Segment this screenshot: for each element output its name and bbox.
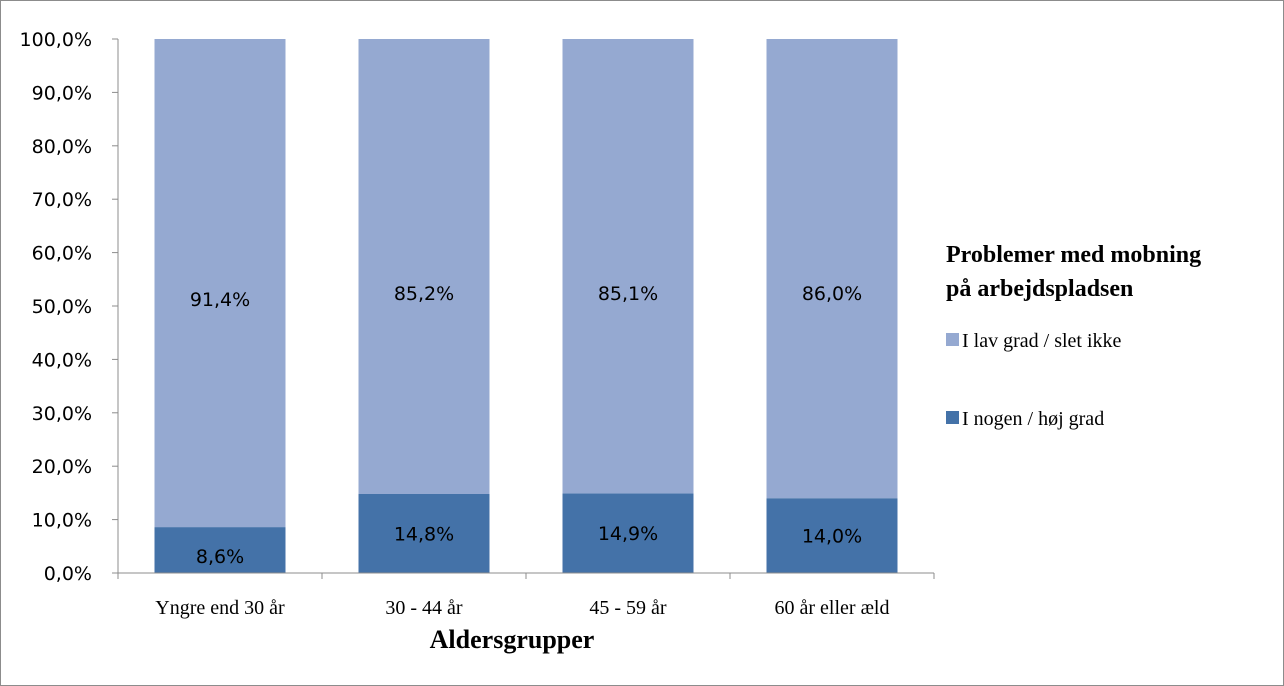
y-tick-label-1: 10,0%	[32, 510, 92, 532]
bar-segment-high-1	[358, 494, 490, 573]
data-label-high-0: 8,6%	[196, 546, 244, 568]
y-tick-label-6: 60,0%	[32, 243, 92, 265]
bars-group	[154, 39, 898, 573]
data-label-low-0: 91,4%	[190, 289, 250, 311]
data-labels-group: 8,6% 91,4% 14,8% 85,2% 14,9% 85,1% 14,0% 86,0%	[190, 283, 862, 568]
bar-segment-high-0	[154, 527, 286, 573]
bar-segment-high-3	[766, 498, 898, 573]
x-tick-label-0: Yngre end 30 år	[155, 597, 285, 619]
data-label-low-3: 86,0%	[802, 283, 862, 305]
data-label-low-2: 85,1%	[598, 283, 658, 305]
y-tick-label-2: 20,0%	[32, 456, 92, 478]
y-tick-label-10: 100,0%	[20, 29, 92, 51]
legend-title-line-0: Problemer med mobning	[946, 242, 1201, 268]
bar-segment-low-3	[766, 39, 898, 499]
legend-item-1: I nogen / høj grad	[962, 408, 1104, 430]
data-label-low-1: 85,2%	[394, 283, 454, 305]
bar-segment-low-2	[562, 39, 694, 494]
data-label-high-1: 14,8%	[394, 524, 454, 546]
data-label-high-3: 14,0%	[802, 526, 862, 548]
x-tick-label-3: 60 år eller æld	[775, 597, 890, 619]
y-tick-label-8: 80,0%	[32, 136, 92, 158]
y-tick-labels: 0,0% 10,0% 20,0% 30,0% 40,0% 50,0% 60,0% 70,0% 8…	[20, 29, 92, 585]
bar-segment-low-1	[358, 39, 490, 494]
y-tick-label-9: 90,0%	[32, 82, 92, 104]
data-label-high-2: 14,9%	[598, 523, 658, 545]
x-tick-label-2: 45 - 59 år	[589, 597, 667, 619]
legend: Problemer med mobning på arbejdspladsen I …	[946, 242, 1201, 430]
x-axis-title: Aldersgrupper	[430, 625, 595, 654]
legend-swatch-1	[946, 411, 959, 424]
axis-group	[112, 38, 935, 579]
x-tick-label-1: 30 - 44 år	[385, 597, 463, 619]
y-tick-label-7: 70,0%	[32, 189, 92, 211]
bar-segment-low-0	[154, 39, 286, 528]
legend-item-0: I lav grad / slet ikke	[962, 330, 1122, 352]
x-tick-labels: Yngre end 30 år 30 - 44 år 45 - 59 år 60 år…	[155, 597, 889, 619]
legend-title-line-1: på arbejdspladsen	[946, 276, 1133, 302]
y-tick-label-0: 0,0%	[44, 563, 92, 585]
bar-segment-high-2	[562, 493, 694, 573]
y-tick-label-5: 50,0%	[32, 296, 92, 318]
y-tick-label-4: 40,0%	[32, 349, 92, 371]
y-tick-label-3: 30,0%	[32, 403, 92, 425]
legend-swatch-0	[946, 333, 959, 346]
